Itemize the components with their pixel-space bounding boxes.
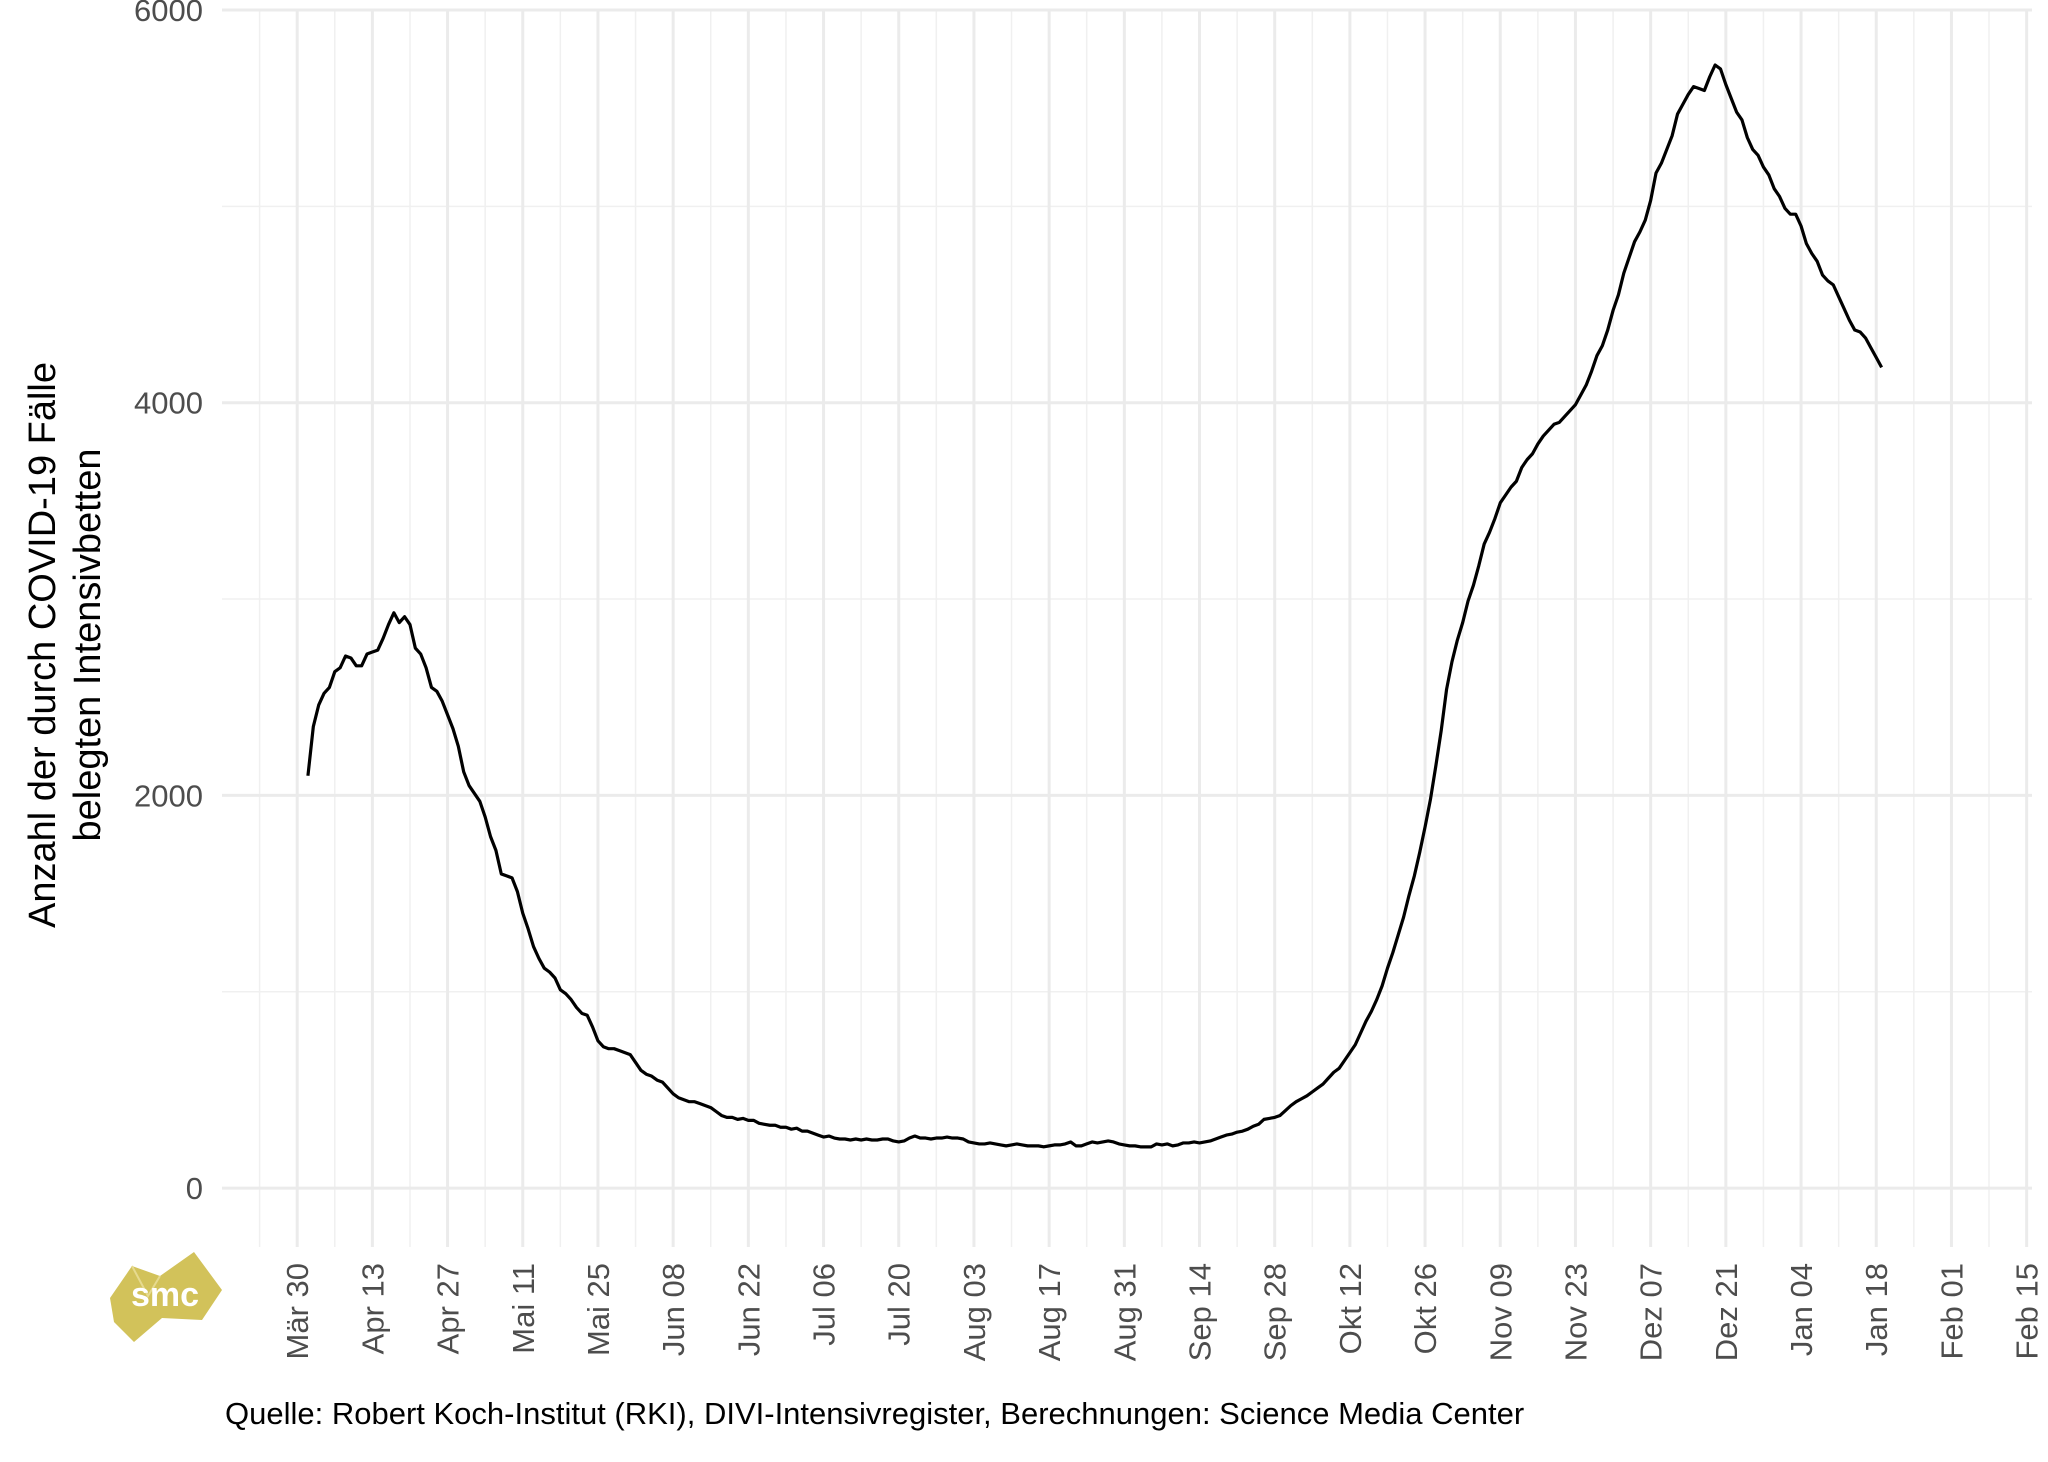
x-tick-label: Mai 25: [581, 1263, 616, 1356]
smc-logo-text: smc: [131, 1276, 199, 1314]
x-tick-label: Jan 18: [1859, 1263, 1894, 1356]
y-tick-label: 2000: [134, 778, 203, 813]
x-tick-label: Feb 15: [2010, 1263, 2045, 1360]
grid-major: [222, 8, 2032, 1247]
x-axis-ticks: Mär 30 Apr 13 Apr 27 Mai 11 Mai 25 Jun 08 Jun …: [280, 1263, 2044, 1361]
x-tick-label: Okt 12: [1333, 1263, 1368, 1354]
x-tick-label: Feb 01: [1934, 1263, 1969, 1360]
x-tick-label: Jul 06: [807, 1263, 842, 1346]
x-tick-label: Mai 11: [506, 1263, 541, 1354]
smc-logo: smc: [102, 1248, 228, 1349]
y-tick-label: 4000: [134, 386, 203, 421]
y-tick-label: 0: [186, 1171, 203, 1206]
x-tick-label: Aug 03: [957, 1263, 992, 1361]
x-tick-label: Jun 08: [656, 1263, 691, 1356]
x-tick-label: Nov 23: [1558, 1263, 1593, 1361]
x-tick-label: Aug 17: [1032, 1263, 1067, 1361]
x-tick-label: Dez 07: [1634, 1263, 1669, 1361]
y-axis-ticks: 0 2000 4000 6000: [134, 0, 203, 1206]
x-tick-label: Jun 22: [731, 1263, 766, 1356]
y-axis-label-line-2: belegten Intensivbetten: [67, 449, 109, 842]
x-tick-label: Okt 26: [1408, 1263, 1443, 1354]
x-tick-label: Nov 09: [1483, 1263, 1518, 1361]
series-line: [306, 63, 1884, 1149]
x-tick-label: Jan 04: [1784, 1263, 1819, 1356]
series-group: [306, 63, 1884, 1149]
smc-logo-shape: [110, 1252, 222, 1342]
chart-caption: Quelle: Robert Koch-Institut (RKI), DIVI…: [225, 1396, 1525, 1431]
grid-minor: [222, 10, 2032, 1247]
y-tick-label: 6000: [134, 0, 203, 28]
x-tick-label: Mär 30: [280, 1263, 315, 1359]
x-tick-label: Sep 14: [1183, 1263, 1218, 1361]
x-tick-label: Apr 27: [431, 1263, 466, 1354]
x-tick-label: Aug 31: [1107, 1263, 1142, 1361]
y-axis-label-line-1: Anzahl der durch COVID-19 Fälle: [22, 362, 64, 928]
x-tick-label: Apr 13: [355, 1263, 390, 1354]
x-tick-label: Jul 20: [882, 1263, 917, 1346]
x-tick-label: Sep 28: [1258, 1263, 1293, 1361]
x-tick-label: Dez 21: [1709, 1263, 1744, 1361]
